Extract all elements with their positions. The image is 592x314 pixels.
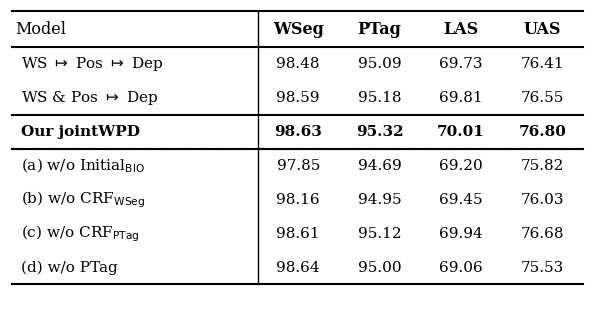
Text: UAS: UAS xyxy=(524,20,561,38)
Text: 69.06: 69.06 xyxy=(439,261,483,274)
Text: 70.01: 70.01 xyxy=(437,125,485,139)
Text: 69.73: 69.73 xyxy=(439,57,482,71)
Text: PTag: PTag xyxy=(358,20,401,38)
Text: 98.59: 98.59 xyxy=(276,91,320,105)
Text: 94.69: 94.69 xyxy=(358,159,401,173)
Text: (b) w/o CRF$_{\rm WSeg}$: (b) w/o CRF$_{\rm WSeg}$ xyxy=(21,189,145,210)
Text: 75.82: 75.82 xyxy=(521,159,564,173)
Text: 98.48: 98.48 xyxy=(276,57,320,71)
Text: 75.53: 75.53 xyxy=(521,261,564,274)
Text: 95.00: 95.00 xyxy=(358,261,401,274)
Text: 76.55: 76.55 xyxy=(521,91,564,105)
Text: 95.12: 95.12 xyxy=(358,227,401,241)
Text: 76.03: 76.03 xyxy=(521,193,564,207)
Text: 69.20: 69.20 xyxy=(439,159,483,173)
Text: 69.45: 69.45 xyxy=(439,193,483,207)
Text: 69.94: 69.94 xyxy=(439,227,483,241)
Text: 98.63: 98.63 xyxy=(274,125,322,139)
Text: 98.64: 98.64 xyxy=(276,261,320,274)
Text: 95.32: 95.32 xyxy=(356,125,403,139)
Text: (d) w/o PTag: (d) w/o PTag xyxy=(21,260,117,275)
Text: (c) w/o CRF$_{\rm PTag}$: (c) w/o CRF$_{\rm PTag}$ xyxy=(21,223,140,244)
Text: 98.61: 98.61 xyxy=(276,227,320,241)
Text: 76.68: 76.68 xyxy=(521,227,564,241)
Text: 94.95: 94.95 xyxy=(358,193,401,207)
Text: 97.85: 97.85 xyxy=(276,159,320,173)
Text: Model: Model xyxy=(15,20,66,38)
Text: 76.41: 76.41 xyxy=(520,57,564,71)
Text: 69.81: 69.81 xyxy=(439,91,483,105)
Text: Our jointWPD: Our jointWPD xyxy=(21,125,140,139)
Text: 95.09: 95.09 xyxy=(358,57,401,71)
Text: WSeg: WSeg xyxy=(273,20,324,38)
Text: WS $\mapsto$ Pos $\mapsto$ Dep: WS $\mapsto$ Pos $\mapsto$ Dep xyxy=(21,55,163,73)
Text: 95.18: 95.18 xyxy=(358,91,401,105)
Text: 76.80: 76.80 xyxy=(519,125,567,139)
Text: WS & Pos $\mapsto$ Dep: WS & Pos $\mapsto$ Dep xyxy=(21,89,158,107)
Text: LAS: LAS xyxy=(443,20,479,38)
Text: 98.16: 98.16 xyxy=(276,193,320,207)
Text: (a) w/o Initial$_{\rm BIO}$: (a) w/o Initial$_{\rm BIO}$ xyxy=(21,157,145,175)
